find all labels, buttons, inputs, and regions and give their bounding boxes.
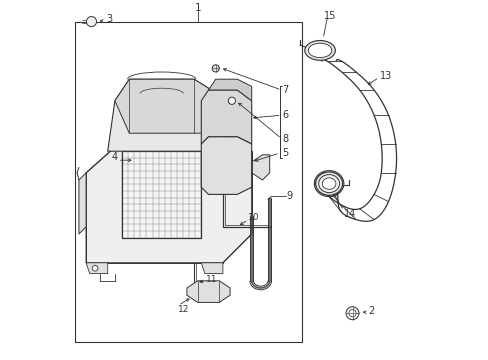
Text: 7: 7 xyxy=(282,85,288,95)
Text: 15: 15 xyxy=(323,11,335,21)
Ellipse shape xyxy=(308,43,331,58)
Polygon shape xyxy=(201,137,251,194)
Circle shape xyxy=(86,17,96,27)
Text: 8: 8 xyxy=(282,134,288,144)
Polygon shape xyxy=(208,79,251,101)
Text: 9: 9 xyxy=(285,191,292,201)
Text: 14: 14 xyxy=(343,209,355,219)
Ellipse shape xyxy=(315,172,342,195)
Bar xyxy=(75,22,302,342)
Polygon shape xyxy=(115,79,223,140)
Polygon shape xyxy=(201,90,251,144)
Text: 10: 10 xyxy=(247,213,259,222)
Polygon shape xyxy=(251,155,269,180)
Circle shape xyxy=(212,65,219,72)
Text: 4: 4 xyxy=(111,152,117,162)
Text: 2: 2 xyxy=(368,306,374,316)
Circle shape xyxy=(92,265,98,271)
Circle shape xyxy=(228,97,235,104)
Text: 5: 5 xyxy=(282,148,288,158)
Polygon shape xyxy=(79,173,86,234)
Text: 11: 11 xyxy=(205,274,217,284)
Polygon shape xyxy=(86,263,107,274)
Polygon shape xyxy=(122,151,201,238)
Circle shape xyxy=(346,307,358,320)
Ellipse shape xyxy=(318,175,339,193)
Text: 12: 12 xyxy=(178,305,189,314)
Ellipse shape xyxy=(322,178,335,189)
Text: 13: 13 xyxy=(379,71,391,81)
Text: 1: 1 xyxy=(194,3,201,13)
Text: 6: 6 xyxy=(282,110,288,120)
Polygon shape xyxy=(107,79,223,151)
Polygon shape xyxy=(86,137,251,263)
Ellipse shape xyxy=(304,40,335,60)
Text: 3: 3 xyxy=(106,14,112,24)
Circle shape xyxy=(348,310,355,317)
Polygon shape xyxy=(201,263,223,274)
Polygon shape xyxy=(186,281,230,302)
